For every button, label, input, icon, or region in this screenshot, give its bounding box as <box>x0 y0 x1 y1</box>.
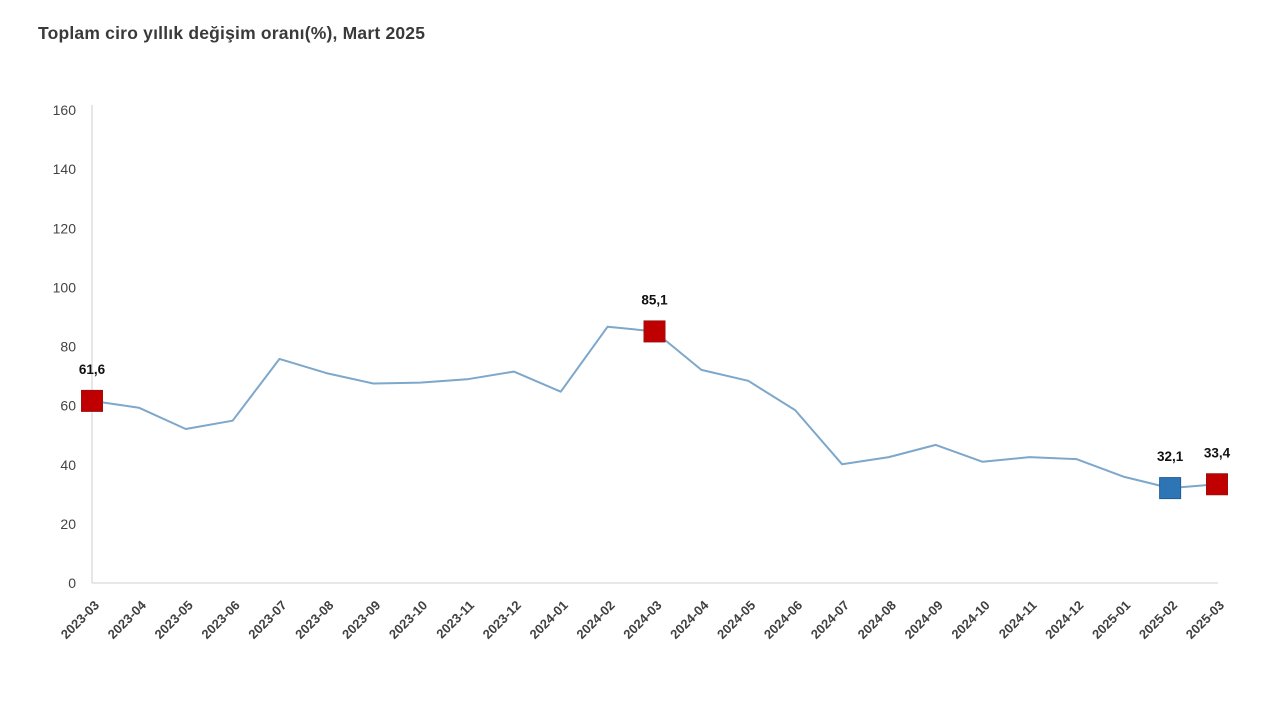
y-tick-label: 160 <box>53 102 77 118</box>
x-tick-label: 2023-12 <box>480 598 524 642</box>
x-tick-label: 2024-03 <box>620 598 664 642</box>
x-tick-label: 2025-03 <box>1183 598 1227 642</box>
x-tick-label: 2023-11 <box>433 598 477 642</box>
x-tick-label: 2024-08 <box>855 598 899 642</box>
data-label-2025-03: 33,4 <box>1204 445 1231 460</box>
x-tick-label: 2024-10 <box>948 598 992 642</box>
x-tick-label: 2024-02 <box>573 598 617 642</box>
x-tick-label: 2025-02 <box>1136 598 1180 642</box>
marker-2025-02 <box>1159 477 1182 500</box>
x-tick-label: 2023-07 <box>245 598 289 642</box>
x-tick-label: 2023-09 <box>339 598 383 642</box>
y-tick-label: 20 <box>60 516 76 532</box>
x-tick-label: 2023-03 <box>58 598 102 642</box>
x-tick-label: 2023-06 <box>198 598 242 642</box>
y-tick-label: 140 <box>53 161 77 177</box>
x-tick-label: 2024-01 <box>527 598 571 642</box>
x-tick-label: 2024-09 <box>902 598 946 642</box>
marker-2024-03 <box>643 320 666 343</box>
x-tick-label: 2024-04 <box>667 597 712 642</box>
x-tick-label: 2024-12 <box>1042 598 1086 642</box>
y-tick-label: 0 <box>68 575 76 591</box>
x-tick-label: 2024-07 <box>808 598 852 642</box>
x-tick-label: 2023-10 <box>386 598 430 642</box>
x-tick-label: 2024-11 <box>996 598 1040 642</box>
x-tick-label: 2023-05 <box>152 598 196 642</box>
y-tick-label: 40 <box>60 457 76 473</box>
series-line <box>91 325 1218 490</box>
x-tick-label: 2025-01 <box>1089 598 1133 642</box>
x-tick-label: 2024-05 <box>714 598 758 642</box>
y-tick-label: 120 <box>53 220 77 236</box>
marker-2025-03 <box>1206 473 1228 496</box>
y-tick-label: 100 <box>53 279 77 295</box>
x-tick-label: 2024-06 <box>761 598 805 642</box>
chart-title: Toplam ciro yıllık değişim oranı(%), Mar… <box>38 23 426 43</box>
data-label-2024-03: 85,1 <box>641 292 668 307</box>
x-tick-label: 2023-08 <box>292 598 336 642</box>
y-tick-label: 60 <box>60 398 76 414</box>
data-label-2025-02: 32,1 <box>1157 449 1184 464</box>
marker-2023-03 <box>81 389 103 412</box>
x-tick-label: 2023-04 <box>105 597 150 642</box>
data-label-2023-03: 61,6 <box>79 362 106 377</box>
y-tick-label: 80 <box>60 339 76 355</box>
